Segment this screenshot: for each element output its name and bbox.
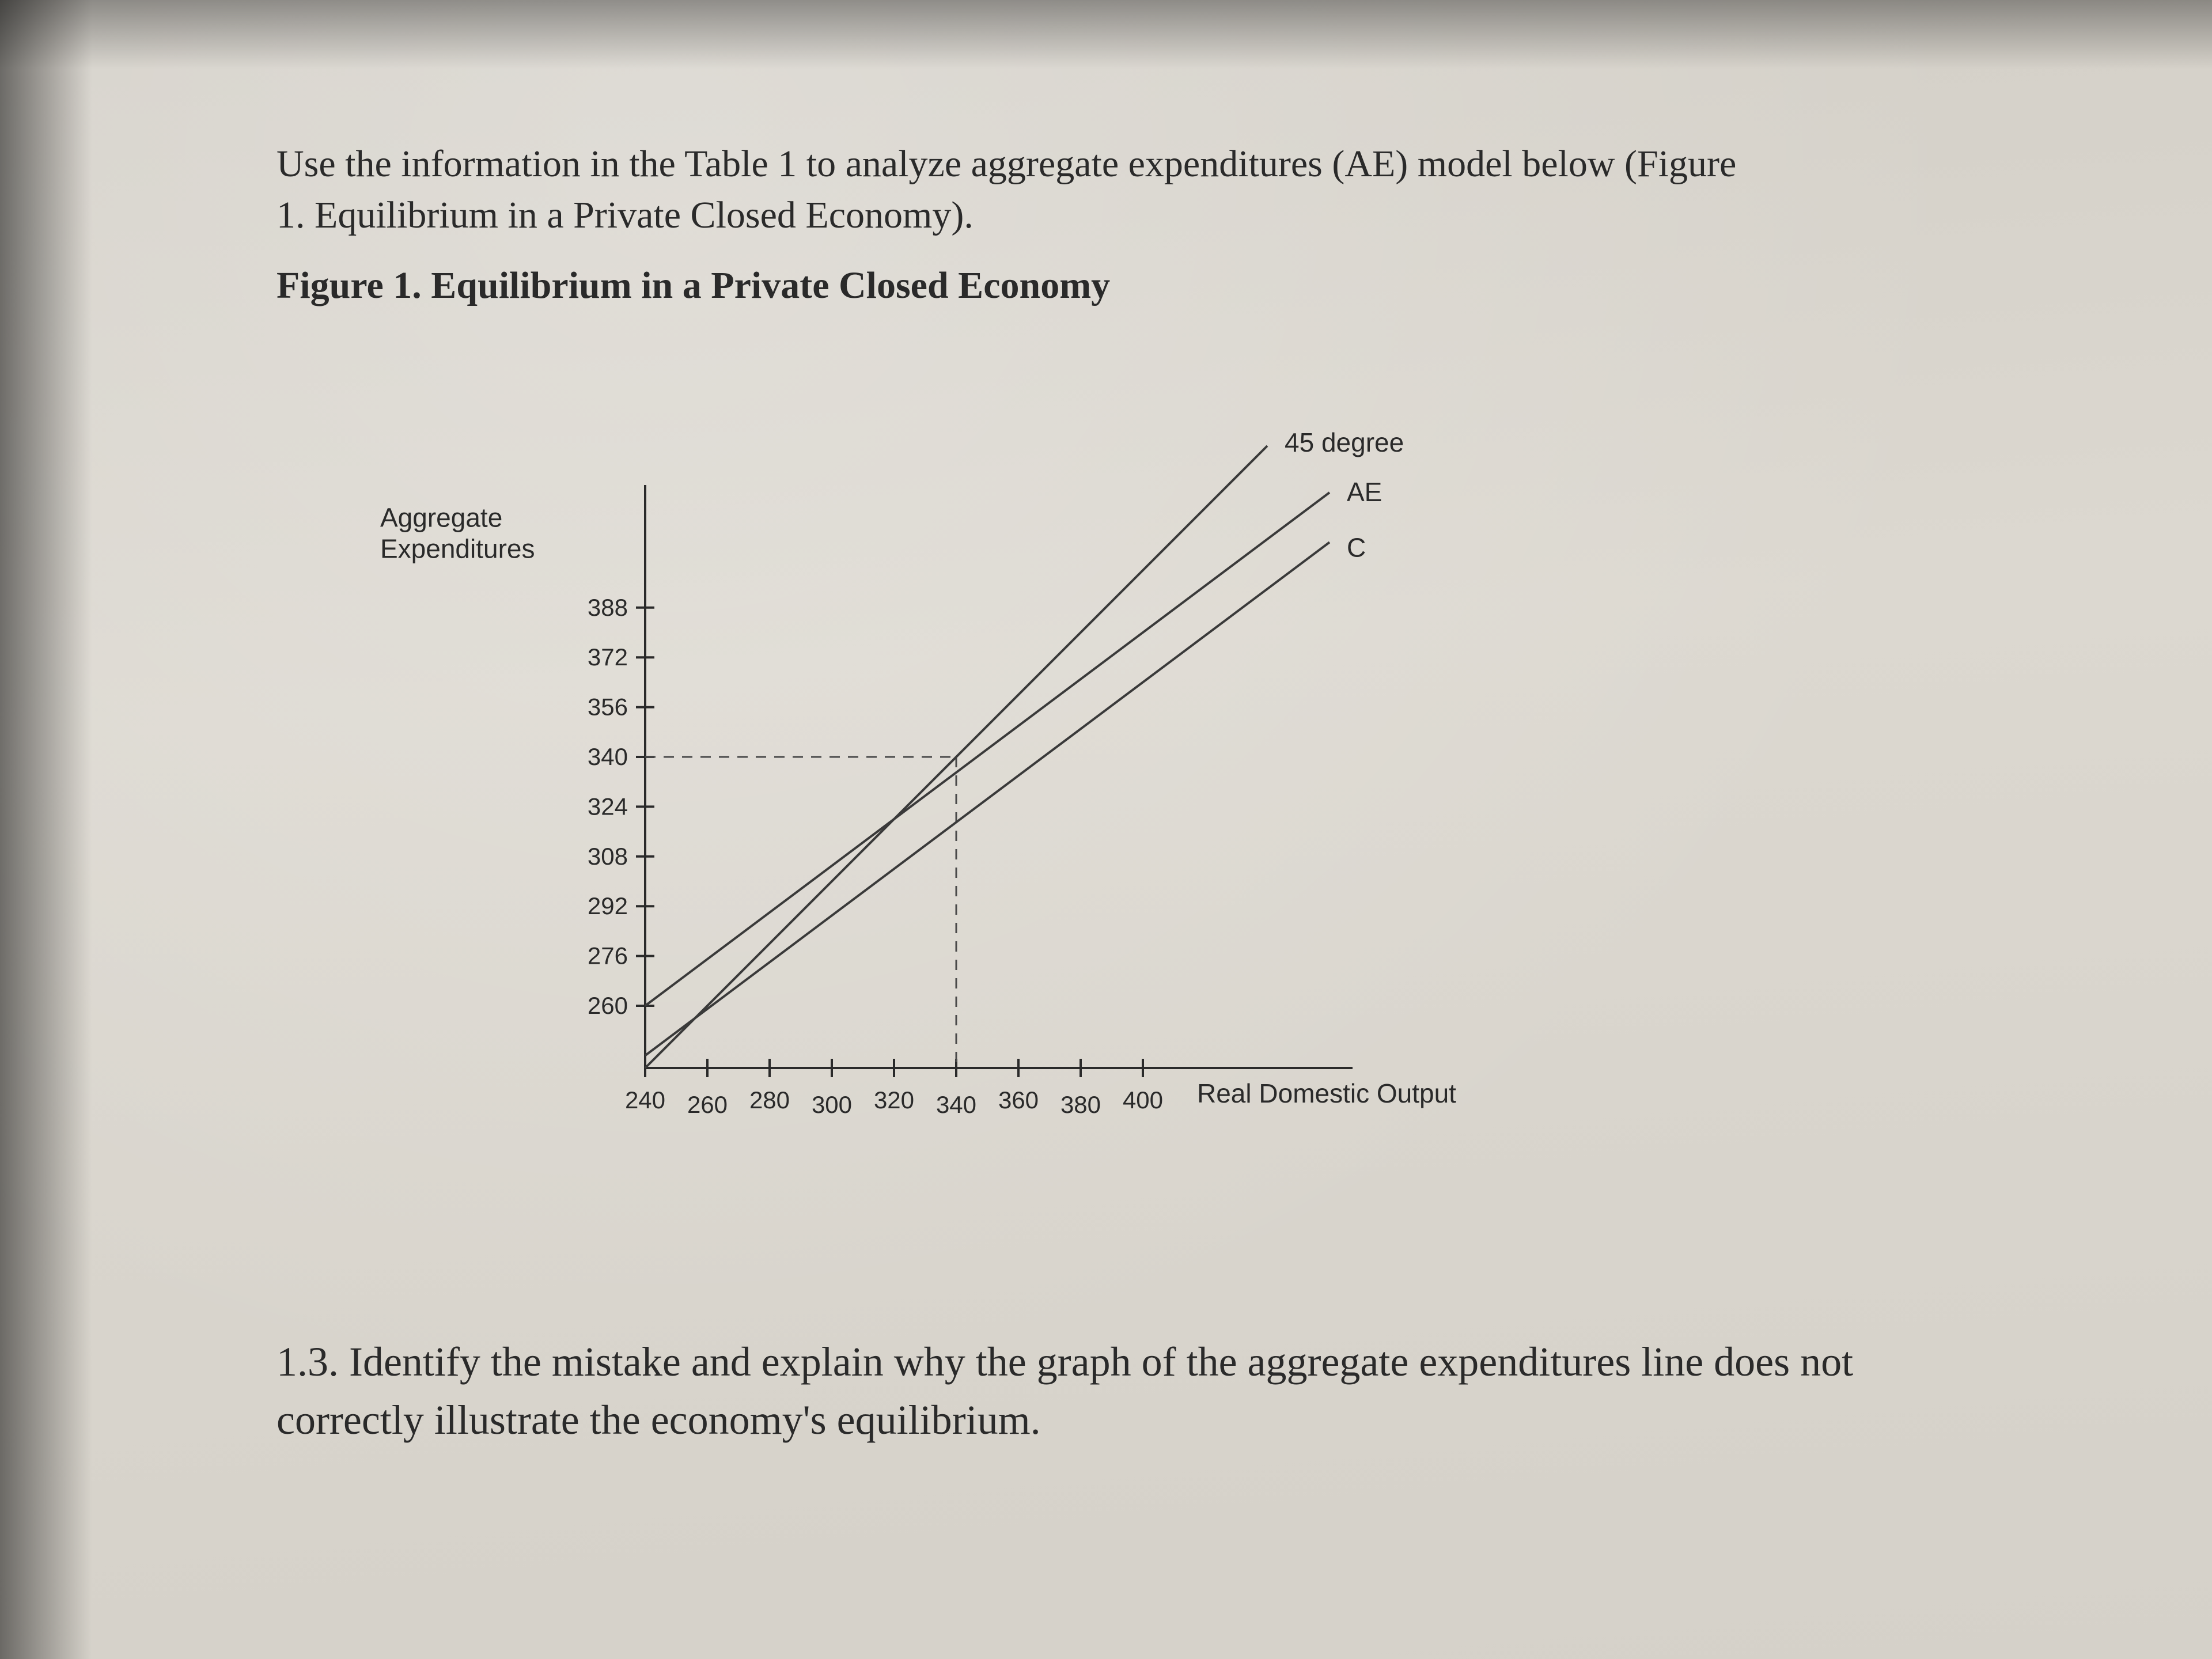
y-tick-label: 308 bbox=[588, 843, 628, 870]
page: Use the information in the Table 1 to an… bbox=[0, 0, 2212, 1659]
intro-line-2: 1. Equilibrium in a Private Closed Econo… bbox=[276, 194, 974, 236]
y-tick-label: 388 bbox=[588, 594, 628, 621]
y-axis-label-line2: Expenditures bbox=[380, 534, 535, 564]
x-tick-label: 360 bbox=[998, 1086, 1039, 1113]
chart-svg: 260 276 292 308 324 340 356 372 388 240 260 280 300 3… bbox=[346, 342, 1843, 1206]
x-tick-label: 320 bbox=[874, 1086, 914, 1113]
y-tick-label: 292 bbox=[588, 892, 628, 919]
intro-line-1: Use the information in the Table 1 to an… bbox=[276, 143, 1736, 185]
x-tick-label: 380 bbox=[1060, 1091, 1101, 1118]
x-tick-label: 240 bbox=[625, 1086, 665, 1113]
y-tick-label: 340 bbox=[588, 743, 628, 770]
line-ae bbox=[645, 493, 1330, 1006]
intro-text: Use the information in the Table 1 to an… bbox=[276, 138, 1970, 241]
figure-title: Figure 1. Equilibrium in a Private Close… bbox=[276, 264, 1970, 308]
question-text: 1.3. Identify the mistake and explain wh… bbox=[276, 1333, 1970, 1449]
x-tick-label: 300 bbox=[812, 1091, 852, 1118]
x-tick-label: 340 bbox=[936, 1091, 976, 1118]
label-45-degree: 45 degree bbox=[1285, 427, 1404, 457]
chart: 260 276 292 308 324 340 356 372 388 240 260 280 300 3… bbox=[346, 342, 1843, 1206]
x-tick-label: 400 bbox=[1123, 1086, 1163, 1113]
label-ae: AE bbox=[1347, 477, 1382, 507]
label-c: C bbox=[1347, 533, 1366, 563]
y-tick-label: 276 bbox=[588, 942, 628, 969]
y-tick-label: 356 bbox=[588, 694, 628, 721]
left-shadow bbox=[0, 0, 92, 1659]
y-tick-label: 372 bbox=[588, 643, 628, 671]
x-tick-label: 260 bbox=[687, 1091, 728, 1118]
x-tick-label: 280 bbox=[749, 1086, 790, 1113]
line-c bbox=[645, 543, 1330, 1056]
top-shadow bbox=[0, 0, 2212, 69]
x-axis-label: Real Domestic Output bbox=[1197, 1078, 1456, 1108]
y-tick-label: 260 bbox=[588, 992, 628, 1019]
y-tick-label: 324 bbox=[588, 793, 628, 820]
y-axis-label-line1: Aggregate bbox=[380, 503, 502, 533]
